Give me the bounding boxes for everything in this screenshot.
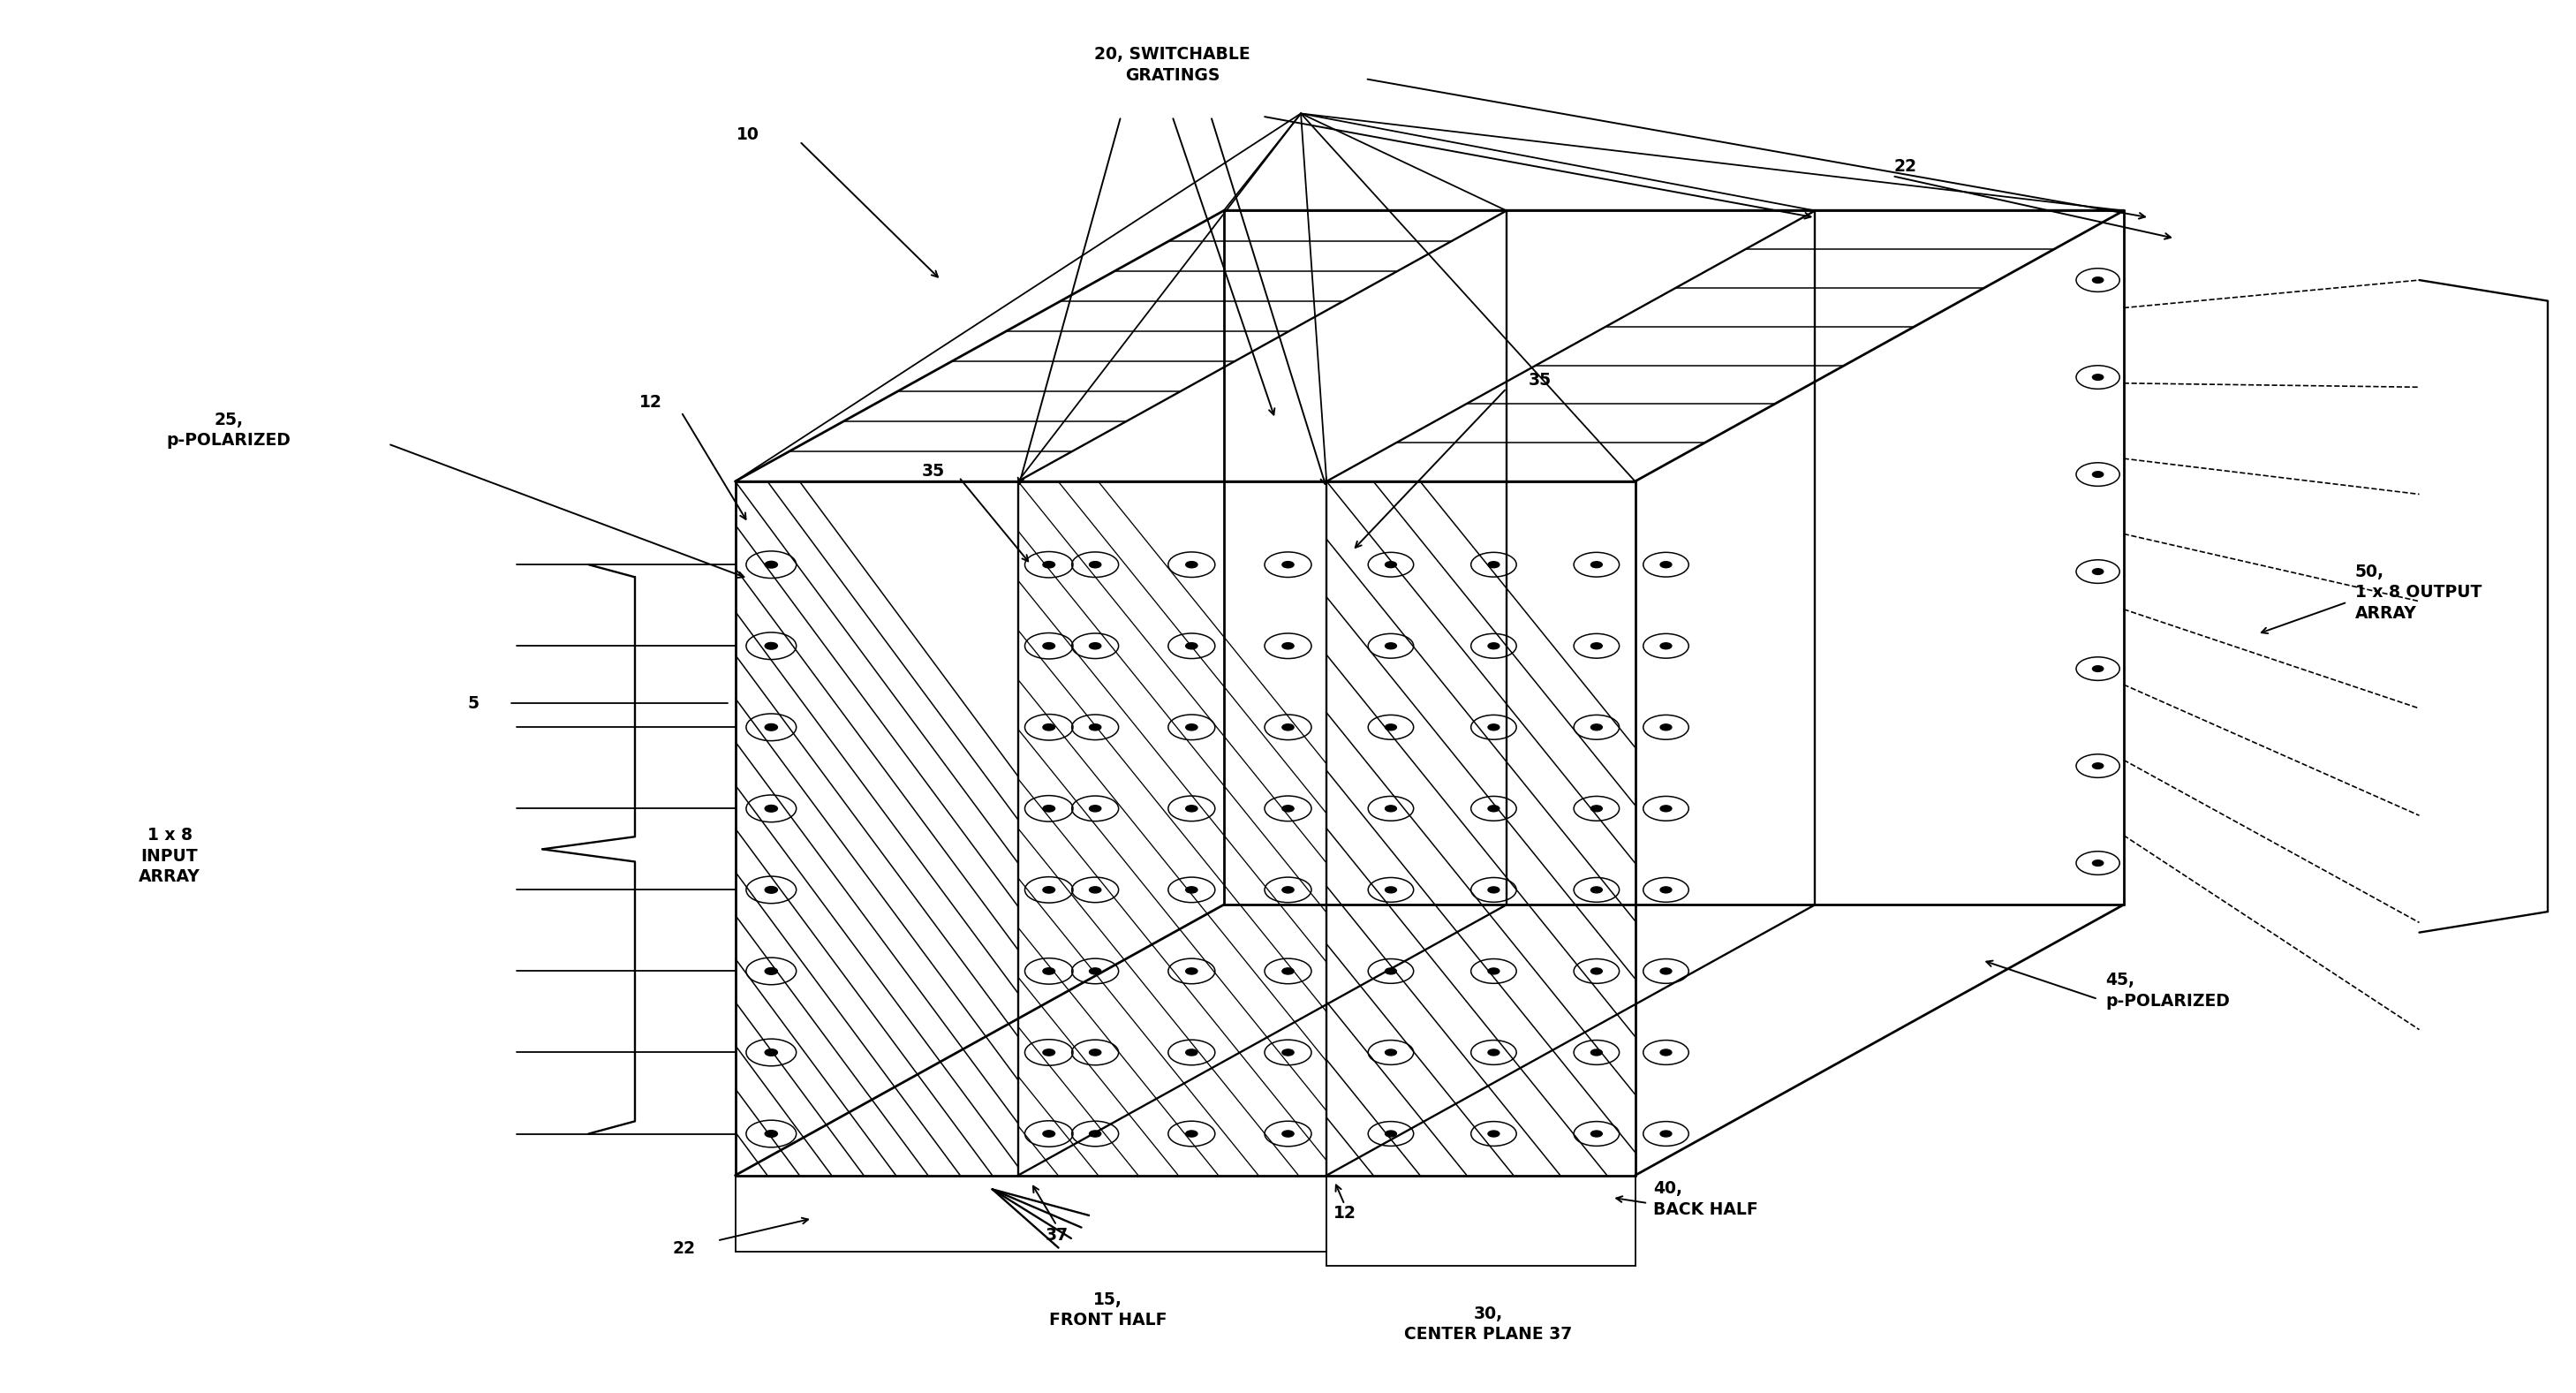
- Circle shape: [1185, 968, 1198, 974]
- Circle shape: [2092, 666, 2105, 671]
- Circle shape: [1386, 724, 1396, 730]
- Text: 35: 35: [1528, 372, 1551, 389]
- Circle shape: [1592, 968, 1602, 974]
- Circle shape: [1386, 887, 1396, 893]
- Circle shape: [2092, 471, 2105, 478]
- Circle shape: [1662, 1131, 1672, 1137]
- Circle shape: [1386, 805, 1396, 812]
- Circle shape: [765, 805, 778, 812]
- Circle shape: [1043, 642, 1056, 649]
- Text: 45,
p-POLARIZED: 45, p-POLARIZED: [2105, 972, 2231, 1010]
- Text: 5: 5: [466, 695, 479, 712]
- Circle shape: [1283, 1049, 1293, 1056]
- Circle shape: [1386, 642, 1396, 649]
- Circle shape: [1592, 561, 1602, 568]
- Circle shape: [765, 724, 778, 730]
- Circle shape: [1386, 1049, 1396, 1056]
- Circle shape: [1386, 561, 1396, 568]
- Circle shape: [1283, 968, 1293, 974]
- Circle shape: [1662, 561, 1672, 568]
- Circle shape: [1283, 805, 1293, 812]
- Circle shape: [1489, 724, 1499, 730]
- Circle shape: [1489, 642, 1499, 649]
- Circle shape: [1043, 886, 1056, 893]
- Circle shape: [1662, 1049, 1672, 1056]
- Circle shape: [765, 886, 778, 893]
- Circle shape: [1090, 724, 1100, 730]
- Circle shape: [1090, 1131, 1100, 1137]
- Circle shape: [1489, 1049, 1499, 1056]
- Circle shape: [765, 1049, 778, 1056]
- Circle shape: [1185, 561, 1198, 568]
- Circle shape: [765, 642, 778, 649]
- Text: 50,
1 x 8 OUTPUT
ARRAY: 50, 1 x 8 OUTPUT ARRAY: [2354, 563, 2481, 621]
- Circle shape: [2092, 859, 2105, 866]
- Circle shape: [1185, 805, 1198, 812]
- Circle shape: [2092, 763, 2105, 769]
- Circle shape: [1185, 1131, 1198, 1137]
- Circle shape: [2092, 375, 2105, 380]
- Circle shape: [1090, 1049, 1100, 1056]
- Circle shape: [1185, 1049, 1198, 1056]
- Circle shape: [1090, 968, 1100, 974]
- Circle shape: [1043, 1049, 1056, 1056]
- Text: 10: 10: [737, 125, 760, 142]
- Text: 22: 22: [1893, 157, 1917, 174]
- Circle shape: [1489, 805, 1499, 812]
- Circle shape: [1090, 642, 1100, 649]
- Text: 40,
BACK HALF: 40, BACK HALF: [1654, 1180, 1757, 1217]
- Text: 25,
p-POLARIZED: 25, p-POLARIZED: [167, 411, 291, 449]
- Circle shape: [1592, 642, 1602, 649]
- Circle shape: [1592, 1049, 1602, 1056]
- Circle shape: [1592, 724, 1602, 730]
- Circle shape: [1592, 1131, 1602, 1137]
- Circle shape: [1090, 887, 1100, 893]
- Circle shape: [1662, 887, 1672, 893]
- Circle shape: [1185, 887, 1198, 893]
- Circle shape: [1185, 724, 1198, 730]
- Circle shape: [1283, 1131, 1293, 1137]
- Text: 15,
FRONT HALF: 15, FRONT HALF: [1048, 1291, 1167, 1329]
- Text: 35: 35: [922, 464, 945, 481]
- Circle shape: [2092, 277, 2105, 283]
- Circle shape: [1090, 805, 1100, 812]
- Circle shape: [1592, 887, 1602, 893]
- Circle shape: [1043, 968, 1056, 974]
- Circle shape: [1043, 805, 1056, 812]
- Text: 12: 12: [639, 394, 662, 411]
- Circle shape: [1489, 968, 1499, 974]
- Text: 12: 12: [1334, 1205, 1355, 1222]
- Circle shape: [1489, 887, 1499, 893]
- Circle shape: [1489, 1131, 1499, 1137]
- Circle shape: [1662, 642, 1672, 649]
- Circle shape: [765, 561, 778, 568]
- Text: 22: 22: [672, 1241, 696, 1258]
- Circle shape: [1043, 1131, 1056, 1137]
- Circle shape: [1043, 724, 1056, 730]
- Text: 20, SWITCHABLE
GRATINGS: 20, SWITCHABLE GRATINGS: [1095, 46, 1249, 84]
- Circle shape: [1283, 561, 1293, 568]
- Text: 37: 37: [1046, 1227, 1069, 1244]
- Circle shape: [1662, 805, 1672, 812]
- Circle shape: [2092, 568, 2105, 574]
- Circle shape: [1662, 968, 1672, 974]
- Circle shape: [1489, 561, 1499, 568]
- Circle shape: [1283, 642, 1293, 649]
- Circle shape: [1386, 1131, 1396, 1137]
- Circle shape: [1386, 968, 1396, 974]
- Circle shape: [1592, 805, 1602, 812]
- Circle shape: [765, 968, 778, 975]
- Circle shape: [1043, 561, 1056, 568]
- Circle shape: [1185, 642, 1198, 649]
- Text: 30,
CENTER PLANE 37: 30, CENTER PLANE 37: [1404, 1305, 1571, 1343]
- Circle shape: [1090, 561, 1100, 568]
- Text: 1 x 8
INPUT
ARRAY: 1 x 8 INPUT ARRAY: [139, 827, 201, 886]
- Circle shape: [765, 1130, 778, 1137]
- Circle shape: [1283, 724, 1293, 730]
- Circle shape: [1283, 887, 1293, 893]
- Circle shape: [1662, 724, 1672, 730]
